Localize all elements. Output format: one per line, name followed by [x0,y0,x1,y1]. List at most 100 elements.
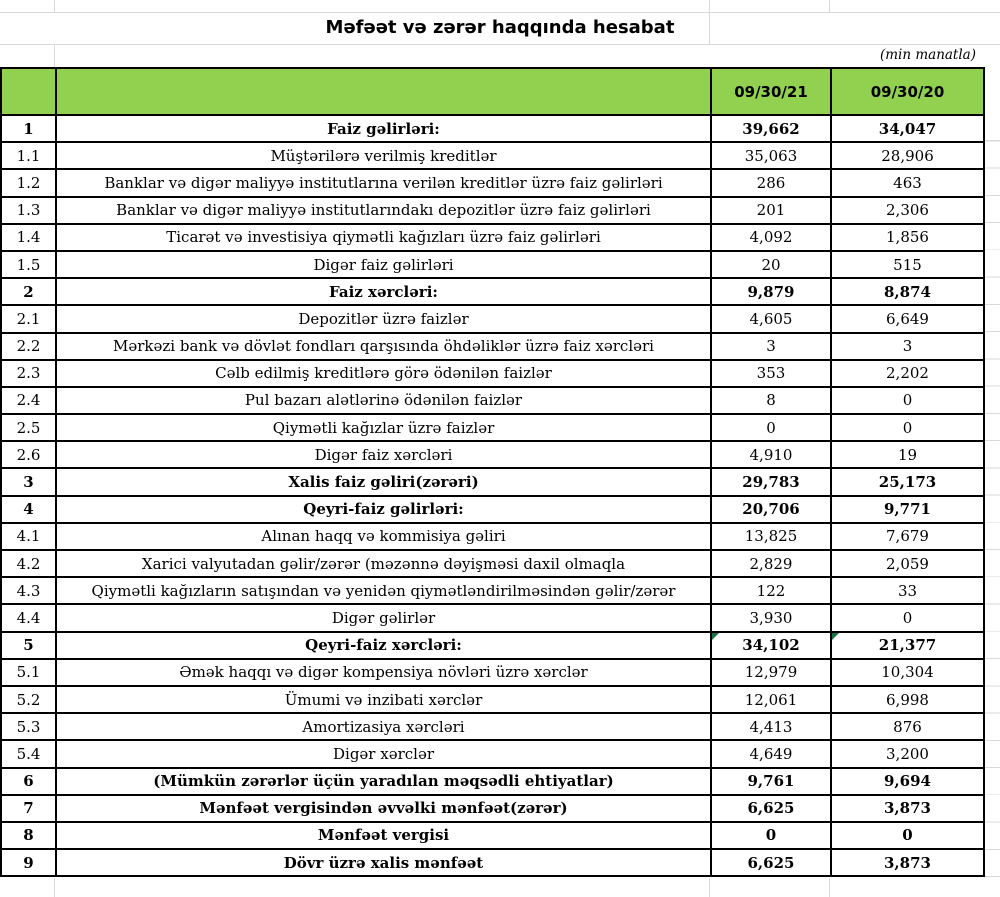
row-label-cell[interactable]: Banklar və digər maliyyə institutlarına … [55,168,712,198]
row-label-cell[interactable]: Mənfəət vergisindən əvvəlki mənfəət(zərə… [55,793,712,823]
row-label-cell[interactable]: Qiymətli kağızlar üzrə faizlər [55,413,712,443]
row-value-period-1-cell[interactable]: 4,649 [710,739,832,769]
row-number-cell[interactable]: 4.4 [0,603,57,633]
row-value-period-2-cell[interactable]: 9,771 [830,494,985,524]
row-label-cell[interactable]: Dövr üzrə xalis mənfəət [55,848,712,878]
header-cell-description[interactable] [55,67,712,116]
row-value-period-1-cell[interactable]: 9,879 [710,277,832,307]
row-number-cell[interactable]: 1.5 [0,249,57,280]
row-number-cell[interactable]: 6 [0,766,57,796]
row-label-cell[interactable]: Pul bazarı alətlərinə ödənilən faizlər [55,385,712,416]
row-value-period-2-cell[interactable]: 2,059 [830,548,985,579]
row-label-cell[interactable]: Xalis faiz gəliri(zərəri) [55,467,712,497]
row-label-cell[interactable]: Digər gəlirlər [55,603,712,633]
row-value-period-2-cell[interactable]: 463 [830,168,985,198]
row-label-cell[interactable]: Depozitlər üzrə faizlər [55,304,712,334]
row-value-period-1-cell[interactable]: 35,063 [710,141,832,171]
row-value-period-2-cell[interactable]: 515 [830,249,985,280]
row-value-period-2-cell[interactable]: 0 [830,603,985,633]
row-label-cell[interactable]: Digər xərclər [55,739,712,769]
row-label-cell[interactable]: Müştərilərə verilmiş kreditlər [55,141,712,171]
row-value-period-2-cell[interactable]: 2,306 [830,195,985,225]
row-value-period-2-cell[interactable]: 6,649 [830,304,985,334]
row-label-cell[interactable]: Banklar və digər maliyyə institutlarında… [55,195,712,225]
row-number-cell[interactable]: 1.3 [0,195,57,225]
row-value-period-2-cell[interactable]: 33 [830,576,985,606]
row-value-period-2-cell[interactable]: 876 [830,712,985,742]
row-value-period-2-cell[interactable]: 2,202 [830,358,985,388]
row-label-cell[interactable]: Ümumi və inzibati xərclər [55,684,712,715]
row-number-cell[interactable]: 7 [0,793,57,823]
row-value-period-1-cell[interactable]: 122 [710,576,832,606]
row-value-period-2-cell[interactable]: 10,304 [830,657,985,687]
row-value-period-2-cell[interactable]: 9,694 [830,766,985,796]
row-value-period-2-cell[interactable]: 3,200 [830,739,985,769]
header-cell-period-2[interactable]: 09/30/20 [830,67,985,116]
row-number-cell[interactable]: 5.4 [0,739,57,769]
header-cell-period-1[interactable]: 09/30/21 [710,67,832,116]
row-value-period-2-cell[interactable]: 28,906 [830,141,985,171]
row-value-period-1-cell[interactable]: 286 [710,168,832,198]
row-value-period-2-cell[interactable]: 6,998 [830,684,985,715]
row-label-cell[interactable]: Cəlb edilmiş kreditlərə görə ödənilən fa… [55,358,712,388]
row-value-period-1-cell[interactable]: 12,979 [710,657,832,687]
row-value-period-2-cell[interactable]: 34,047 [830,113,985,144]
row-label-cell[interactable]: Əmək haqqı və digər kompensiya növləri ü… [55,657,712,687]
row-number-cell[interactable]: 2.1 [0,304,57,334]
row-number-cell[interactable]: 5.3 [0,712,57,742]
row-value-period-2-cell[interactable]: 7,679 [830,521,985,552]
row-value-period-2-cell[interactable]: 0 [830,413,985,443]
row-label-cell[interactable]: Qeyri-faiz gəlirləri: [55,494,712,524]
row-value-period-2-cell[interactable]: 19 [830,440,985,470]
row-value-period-1-cell[interactable]: 3,930 [710,603,832,633]
row-value-period-2-cell[interactable]: 0 [830,385,985,416]
row-number-cell[interactable]: 1 [0,113,57,144]
row-number-cell[interactable]: 4.3 [0,576,57,606]
row-value-period-1-cell[interactable]: 8 [710,385,832,416]
row-label-cell[interactable]: Ticarət və investisiya qiymətli kağızlar… [55,222,712,252]
row-value-period-2-cell[interactable]: 3 [830,331,985,361]
row-label-cell[interactable]: Qiymətli kağızların satışından və yenidə… [55,576,712,606]
row-value-period-1-cell[interactable]: 0 [710,413,832,443]
row-value-period-1-cell[interactable]: 201 [710,195,832,225]
row-number-cell[interactable]: 1.2 [0,168,57,198]
row-number-cell[interactable]: 3 [0,467,57,497]
row-number-cell[interactable]: 2 [0,277,57,307]
row-value-period-2-cell[interactable]: 1,856 [830,222,985,252]
row-label-cell[interactable]: Qeyri-faiz xərcləri: [55,630,712,660]
row-label-cell[interactable]: Digər faiz gəlirləri [55,249,712,280]
row-value-period-1-cell[interactable]: 4,413 [710,712,832,742]
row-number-cell[interactable]: 1.4 [0,222,57,252]
row-number-cell[interactable]: 2.2 [0,331,57,361]
row-number-cell[interactable]: 1.1 [0,141,57,171]
row-label-cell[interactable]: (Mümkün zərərlər üçün yaradılan məqsədli… [55,766,712,796]
row-value-period-1-cell[interactable]: 6,625 [710,793,832,823]
row-value-period-2-cell[interactable]: 25,173 [830,467,985,497]
row-value-period-2-cell[interactable]: 8,874 [830,277,985,307]
row-number-cell[interactable]: 4.2 [0,548,57,579]
row-label-cell[interactable]: Mənfəət vergisi [55,820,712,851]
row-value-period-1-cell[interactable]: 2,829 [710,548,832,579]
header-cell-row-number[interactable] [0,67,57,116]
row-label-cell[interactable]: Digər faiz xərcləri [55,440,712,470]
row-value-period-1-cell[interactable]: 3 [710,331,832,361]
row-value-period-1-cell[interactable]: 4,605 [710,304,832,334]
row-value-period-1-cell[interactable]: 29,783 [710,467,832,497]
row-value-period-1-cell[interactable]: 353 [710,358,832,388]
row-value-period-1-cell[interactable]: 39,662 [710,113,832,144]
row-value-period-1-cell[interactable]: 0 [710,820,832,851]
row-number-cell[interactable]: 4 [0,494,57,524]
row-value-period-2-cell[interactable]: 3,873 [830,848,985,878]
row-number-cell[interactable]: 2.3 [0,358,57,388]
row-value-period-1-cell[interactable]: 12,061 [710,684,832,715]
row-label-cell[interactable]: Xarici valyutadan gəlir/zərər (məzənnə d… [55,548,712,579]
row-value-period-2-cell[interactable]: 0 [830,820,985,851]
row-value-period-1-cell[interactable]: 34,102 [710,630,832,660]
row-value-period-2-cell[interactable]: 21,377 [830,630,985,660]
row-label-cell[interactable]: Amortizasiya xərcləri [55,712,712,742]
row-value-period-1-cell[interactable]: 6,625 [710,848,832,878]
row-number-cell[interactable]: 4.1 [0,521,57,552]
row-value-period-1-cell[interactable]: 9,761 [710,766,832,796]
row-label-cell[interactable]: Alınan haqq və kommisiya gəliri [55,521,712,552]
row-number-cell[interactable]: 5 [0,630,57,660]
